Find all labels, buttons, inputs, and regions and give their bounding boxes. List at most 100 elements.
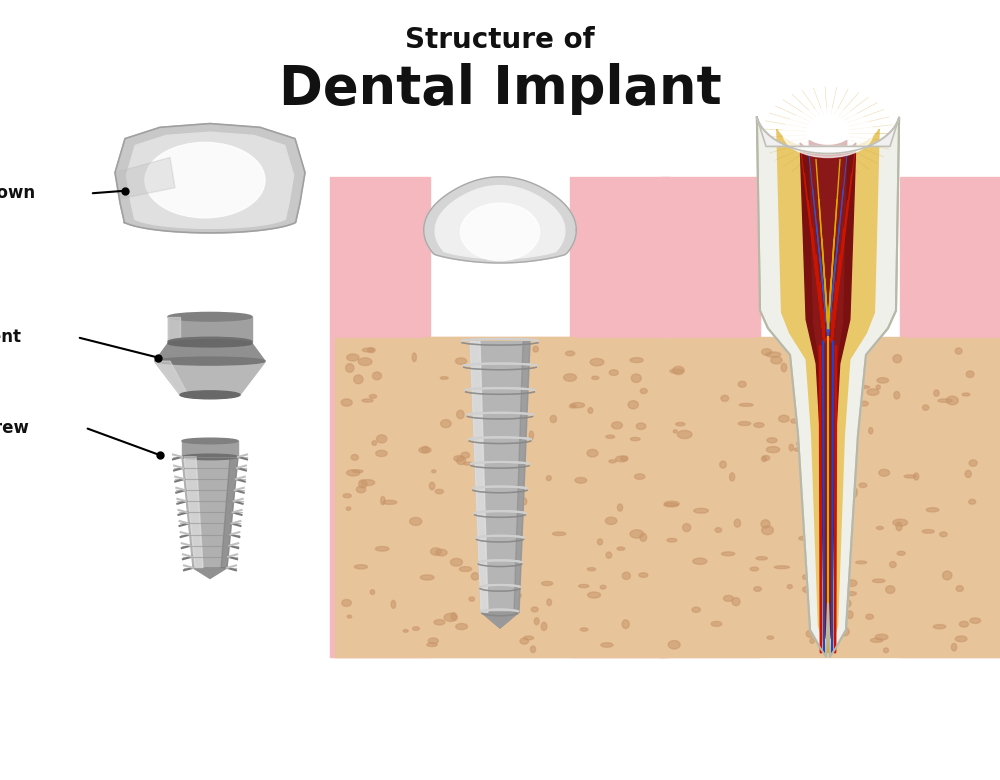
Ellipse shape bbox=[566, 351, 575, 356]
Ellipse shape bbox=[732, 597, 740, 605]
Ellipse shape bbox=[459, 566, 472, 572]
Ellipse shape bbox=[507, 574, 512, 582]
Ellipse shape bbox=[616, 456, 628, 462]
Ellipse shape bbox=[606, 435, 615, 438]
Ellipse shape bbox=[444, 613, 457, 622]
Ellipse shape bbox=[499, 581, 509, 585]
Ellipse shape bbox=[635, 474, 645, 480]
Ellipse shape bbox=[872, 579, 885, 583]
Polygon shape bbox=[182, 441, 238, 457]
Ellipse shape bbox=[869, 427, 873, 434]
Ellipse shape bbox=[962, 393, 970, 396]
Ellipse shape bbox=[542, 581, 553, 586]
Polygon shape bbox=[424, 177, 576, 263]
Ellipse shape bbox=[508, 592, 521, 599]
Ellipse shape bbox=[783, 108, 873, 158]
Polygon shape bbox=[180, 393, 240, 395]
Ellipse shape bbox=[754, 587, 761, 591]
Polygon shape bbox=[514, 342, 530, 612]
Ellipse shape bbox=[640, 534, 647, 541]
Ellipse shape bbox=[914, 473, 919, 480]
Ellipse shape bbox=[180, 391, 240, 399]
Ellipse shape bbox=[630, 438, 640, 441]
Ellipse shape bbox=[715, 527, 722, 533]
Ellipse shape bbox=[683, 523, 691, 532]
Text: VectorStock®: VectorStock® bbox=[15, 736, 140, 754]
Ellipse shape bbox=[351, 455, 358, 460]
Ellipse shape bbox=[580, 628, 588, 631]
Ellipse shape bbox=[451, 612, 456, 620]
Ellipse shape bbox=[676, 423, 685, 426]
Ellipse shape bbox=[369, 395, 377, 399]
Polygon shape bbox=[800, 143, 856, 639]
Ellipse shape bbox=[787, 584, 792, 589]
Ellipse shape bbox=[601, 643, 613, 647]
Ellipse shape bbox=[391, 601, 396, 608]
Ellipse shape bbox=[617, 547, 625, 551]
Ellipse shape bbox=[588, 592, 601, 598]
Ellipse shape bbox=[853, 359, 863, 365]
Ellipse shape bbox=[668, 640, 680, 649]
Ellipse shape bbox=[886, 586, 895, 594]
Polygon shape bbox=[115, 158, 175, 199]
Ellipse shape bbox=[847, 580, 857, 587]
Ellipse shape bbox=[524, 636, 534, 640]
Ellipse shape bbox=[367, 348, 375, 353]
Ellipse shape bbox=[362, 348, 374, 352]
Ellipse shape bbox=[352, 470, 363, 473]
Ellipse shape bbox=[677, 431, 692, 438]
Ellipse shape bbox=[763, 456, 770, 460]
Ellipse shape bbox=[457, 456, 466, 465]
Ellipse shape bbox=[794, 448, 808, 452]
Ellipse shape bbox=[810, 639, 814, 643]
Polygon shape bbox=[182, 457, 238, 568]
Polygon shape bbox=[481, 612, 519, 628]
Ellipse shape bbox=[797, 441, 810, 446]
Ellipse shape bbox=[896, 522, 902, 531]
Ellipse shape bbox=[670, 369, 683, 374]
Ellipse shape bbox=[959, 622, 968, 627]
Ellipse shape bbox=[884, 648, 888, 653]
Ellipse shape bbox=[469, 597, 475, 601]
Ellipse shape bbox=[541, 622, 547, 630]
Ellipse shape bbox=[789, 445, 793, 451]
Ellipse shape bbox=[620, 456, 628, 461]
Ellipse shape bbox=[933, 625, 946, 629]
Polygon shape bbox=[435, 186, 565, 259]
Ellipse shape bbox=[606, 552, 612, 558]
Ellipse shape bbox=[969, 499, 976, 504]
Ellipse shape bbox=[457, 410, 464, 419]
Ellipse shape bbox=[358, 358, 372, 366]
Ellipse shape bbox=[455, 358, 467, 364]
Ellipse shape bbox=[693, 558, 707, 565]
Polygon shape bbox=[126, 132, 294, 229]
Ellipse shape bbox=[734, 519, 741, 527]
Ellipse shape bbox=[597, 539, 603, 544]
Ellipse shape bbox=[667, 538, 677, 542]
Ellipse shape bbox=[622, 620, 629, 629]
Text: Structure of: Structure of bbox=[405, 26, 595, 54]
Ellipse shape bbox=[738, 422, 751, 426]
Ellipse shape bbox=[410, 517, 422, 526]
Ellipse shape bbox=[818, 402, 822, 408]
Ellipse shape bbox=[805, 417, 815, 420]
Ellipse shape bbox=[802, 408, 811, 413]
Ellipse shape bbox=[550, 416, 557, 423]
Ellipse shape bbox=[609, 370, 618, 375]
Ellipse shape bbox=[354, 565, 367, 569]
Ellipse shape bbox=[356, 486, 366, 493]
Polygon shape bbox=[335, 337, 665, 657]
Ellipse shape bbox=[168, 340, 252, 347]
Ellipse shape bbox=[361, 480, 375, 485]
Ellipse shape bbox=[531, 607, 538, 612]
Ellipse shape bbox=[534, 618, 539, 625]
Polygon shape bbox=[470, 342, 488, 612]
Ellipse shape bbox=[631, 374, 641, 382]
Ellipse shape bbox=[893, 519, 908, 526]
Ellipse shape bbox=[341, 399, 352, 406]
Ellipse shape bbox=[856, 561, 867, 564]
Ellipse shape bbox=[767, 636, 774, 640]
Polygon shape bbox=[660, 280, 755, 337]
Ellipse shape bbox=[609, 459, 616, 463]
Ellipse shape bbox=[791, 419, 799, 424]
